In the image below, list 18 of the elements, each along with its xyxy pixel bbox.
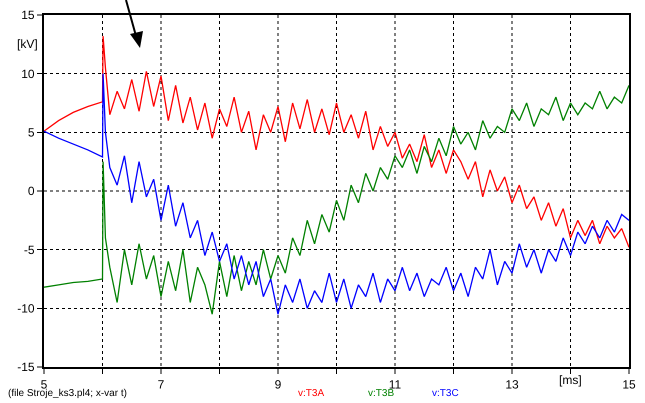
y-tick-label: 10 [21,66,35,81]
x-tick-label: 9 [274,377,282,392]
y-tick-label: 5 [28,126,35,140]
text: (file Stroje_ks3.pl4; x-var t) [8,388,127,399]
text: v:T3B [368,388,394,399]
text: v:T3A [298,388,324,399]
x-tick-label: 7 [158,377,165,392]
x-axis-title: [ms] [559,373,582,387]
x-tick-label: 13 [505,377,519,392]
y-tick-label: 0 [28,184,35,198]
text: v:T3C [432,388,459,399]
y-tick-label: -5 [24,242,35,257]
x-tick-label: 15 [622,377,636,392]
y-tick-label: 15 [21,8,35,22]
y-axis-title: [kV] [17,37,38,51]
y-tick-label: -10 [17,302,35,316]
y-tick-label: -15 [17,360,35,374]
line-series [44,35,629,248]
